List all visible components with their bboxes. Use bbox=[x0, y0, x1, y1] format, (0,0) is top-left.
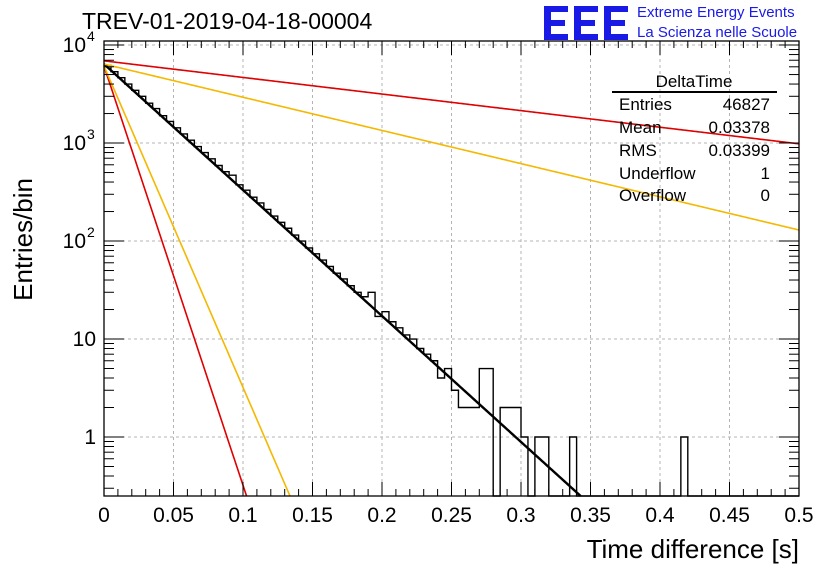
x-tick-label: 0.45 bbox=[709, 504, 750, 527]
x-tick-label: 0.4 bbox=[645, 504, 675, 527]
curve-1 bbox=[103, 60, 800, 145]
x-tick-label: 0 bbox=[98, 504, 110, 527]
stats-box: DeltaTime Entries 46827 Mean 0.03378 RMS… bbox=[612, 72, 777, 205]
axis-ticks bbox=[103, 41, 800, 496]
eee-logo bbox=[544, 6, 628, 40]
y-tick-exponent: 2 bbox=[87, 224, 95, 240]
y-tick-label: 10 bbox=[63, 34, 86, 57]
x-axis-title: Time difference [s] bbox=[587, 534, 799, 564]
curve-0 bbox=[103, 63, 582, 497]
y-tick-label: 1 bbox=[84, 426, 96, 449]
stats-label-entries: Entries bbox=[619, 95, 672, 114]
curve-4 bbox=[103, 65, 291, 497]
stats-label-overflow: Overflow bbox=[619, 186, 687, 205]
brand-line-2: La Scienza nelle Scuole bbox=[637, 24, 798, 41]
stats-value-entries: 46827 bbox=[723, 95, 770, 114]
fit-curves bbox=[103, 60, 800, 497]
x-tick-label: 0.1 bbox=[228, 504, 257, 527]
y-tick-exponent: 3 bbox=[87, 126, 95, 142]
stats-value-overflow: 0 bbox=[761, 186, 770, 205]
x-tick-label: 0.05 bbox=[153, 504, 194, 527]
grid bbox=[104, 41, 799, 496]
y-tick-label: 10 bbox=[63, 230, 86, 253]
brand-text: Extreme Energy Events La Scienza nelle S… bbox=[637, 3, 797, 43]
x-tick-label: 0.2 bbox=[367, 504, 396, 527]
curve-2 bbox=[103, 63, 800, 231]
stats-label-rms: RMS bbox=[619, 141, 657, 160]
stats-label-underflow: Underflow bbox=[619, 164, 696, 183]
stats-value-rms: 0.03399 bbox=[709, 141, 770, 160]
y-tick-label: 10 bbox=[73, 328, 96, 351]
x-tick-labels: 0 0.05 0.1 0.15 0.2 0.25 0.3 0.35 0.4 0.45 0.5 bbox=[98, 504, 813, 527]
stats-value-mean: 0.03378 bbox=[709, 118, 770, 137]
x-tick-label: 0.5 bbox=[784, 504, 813, 527]
stats-title: DeltaTime bbox=[656, 72, 733, 91]
x-tick-label: 0.25 bbox=[431, 504, 472, 527]
y-axis-title: Entries/bin bbox=[8, 178, 38, 301]
x-tick-label: 0.15 bbox=[292, 504, 333, 527]
y-tick-exponent: 4 bbox=[87, 28, 95, 44]
y-tick-label: 10 bbox=[63, 132, 86, 155]
x-tick-label: 0.35 bbox=[570, 504, 611, 527]
curve-3 bbox=[103, 65, 248, 497]
brand-line-1: Extreme Energy Events bbox=[637, 4, 795, 21]
stats-value-underflow: 1 bbox=[761, 164, 770, 183]
eee-logo-letters bbox=[544, 6, 628, 40]
plot-title: TREV-01-2019-04-18-00004 bbox=[82, 8, 373, 34]
x-tick-label: 0.3 bbox=[506, 504, 535, 527]
stats-label-mean: Mean bbox=[619, 118, 662, 137]
